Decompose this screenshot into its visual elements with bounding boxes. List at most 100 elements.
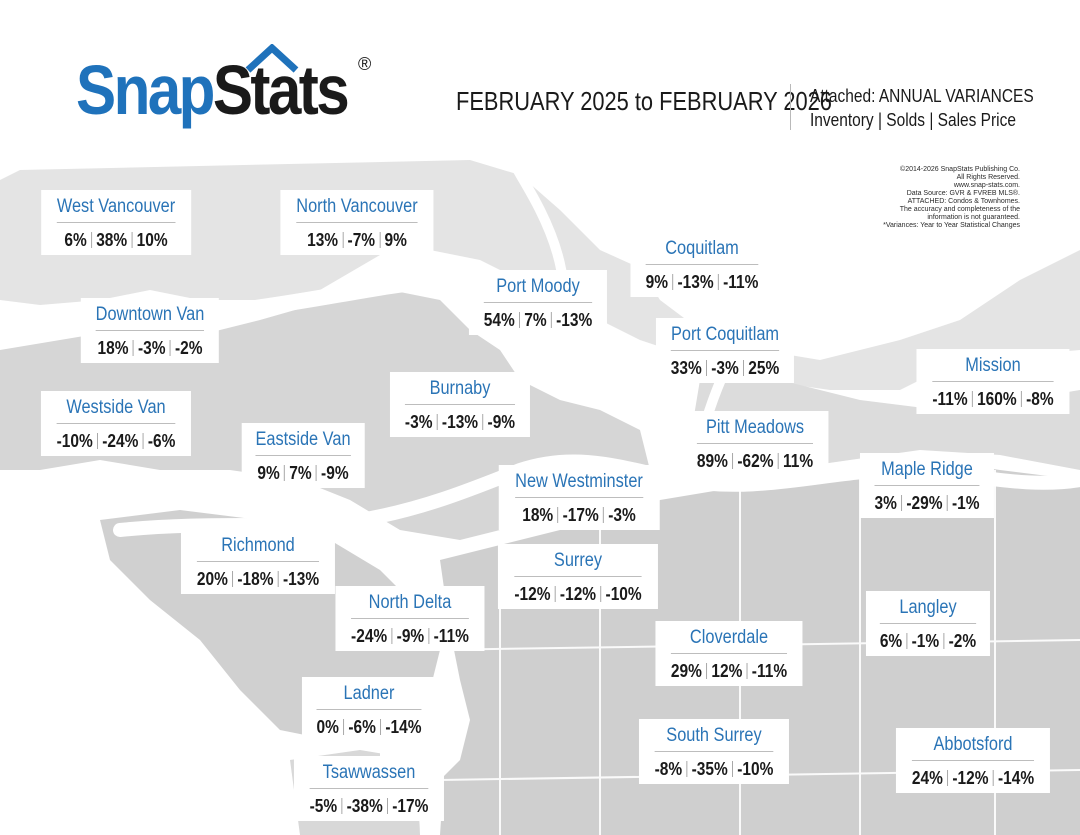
region-port-moody: Port Moody 54% 7% -13% bbox=[468, 270, 608, 335]
region-name: Richmond bbox=[196, 535, 320, 562]
solds-variance: -13% bbox=[441, 412, 479, 432]
region-south-surrey: South Surrey -8% -35% -10% bbox=[638, 719, 790, 784]
region-name: North Vancouver bbox=[296, 196, 418, 223]
price-variance: 10% bbox=[136, 230, 168, 250]
snapstats-logo: SnapStats ® bbox=[76, 44, 376, 134]
region-pitt-meadows: Pitt Meadows 89% -62% 11% bbox=[681, 411, 829, 476]
price-variance: -2% bbox=[948, 631, 977, 651]
region-name: Eastside Van bbox=[255, 429, 351, 456]
inventory-variance: 18% bbox=[97, 338, 129, 358]
price-variance: 11% bbox=[782, 451, 814, 471]
solds-variance: -62% bbox=[737, 451, 774, 471]
region-downtown-van: Downtown Van 18% -3% -2% bbox=[80, 298, 220, 363]
price-variance: -8% bbox=[1026, 389, 1054, 409]
price-variance: -11% bbox=[723, 272, 759, 292]
copyright-line: The accuracy and completeness of the bbox=[899, 206, 1020, 213]
region-name: Mission bbox=[932, 355, 1054, 382]
solds-variance: -29% bbox=[906, 493, 943, 513]
region-cloverdale: Cloverdale 29% 12% -11% bbox=[655, 621, 803, 686]
copyright-line: ATTACHED: Condos & Townhomes. bbox=[907, 198, 1020, 205]
price-variance: 25% bbox=[748, 358, 780, 378]
price-variance: -10% bbox=[737, 759, 774, 779]
date-range-title: FEBRUARY 2025 to FEBRUARY 2026 bbox=[456, 86, 832, 116]
solds-variance: 7% bbox=[524, 310, 547, 330]
region-name: Abbotsford bbox=[911, 734, 1035, 761]
logo-text-stats: Stats bbox=[212, 51, 350, 129]
price-variance: -11% bbox=[433, 626, 469, 646]
region-name: Westside Van bbox=[56, 397, 176, 424]
region-name: Burnaby bbox=[404, 378, 516, 405]
copyright-line: information is not guaranteed. bbox=[927, 214, 1020, 221]
region-westside-van: Westside Van -10% -24% -6% bbox=[40, 391, 192, 456]
region-mission: Mission -11% 160% -8% bbox=[916, 349, 1070, 414]
region-name: Port Moody bbox=[483, 276, 593, 303]
region-name: Pitt Meadows bbox=[696, 417, 814, 444]
price-variance: -14% bbox=[385, 717, 422, 737]
inventory-variance: -12% bbox=[514, 584, 551, 604]
solds-variance: -17% bbox=[562, 505, 599, 525]
inventory-variance: 89% bbox=[696, 451, 728, 471]
copyright-line: *Variances: Year to Year Statistical Cha… bbox=[883, 222, 1020, 229]
price-variance: -13% bbox=[282, 569, 320, 589]
region-name: Maple Ridge bbox=[874, 459, 980, 486]
solds-variance: 12% bbox=[711, 661, 743, 681]
copyright-notice: ©2014-2026 SnapStats Publishing Co. All … bbox=[820, 166, 1020, 230]
region-name: Ladner bbox=[316, 683, 422, 710]
inventory-variance: 13% bbox=[307, 230, 339, 250]
inventory-variance: -10% bbox=[56, 431, 93, 451]
inventory-variance: -24% bbox=[351, 626, 388, 646]
header-divider bbox=[790, 84, 791, 130]
region-eastside-van: Eastside Van 9% 7% -9% bbox=[241, 423, 365, 488]
solds-variance: -7% bbox=[347, 230, 376, 250]
solds-variance: -3% bbox=[137, 338, 166, 358]
copyright-line: All Rights Reserved. bbox=[956, 174, 1020, 181]
region-maple-ridge: Maple Ridge 3% -29% -1% bbox=[859, 453, 995, 518]
inventory-variance: -8% bbox=[654, 759, 683, 779]
attached-label: Attached: ANNUAL VARIANCES bbox=[810, 86, 1034, 106]
solds-variance: -18% bbox=[237, 569, 274, 589]
solds-variance: 7% bbox=[289, 463, 312, 483]
inventory-variance: -3% bbox=[404, 412, 433, 432]
inventory-variance: 29% bbox=[670, 661, 702, 681]
region-name: South Surrey bbox=[654, 725, 774, 752]
price-variance: -9% bbox=[487, 412, 516, 432]
region-port-coquitlam: Port Coquitlam 33% -3% 25% bbox=[655, 318, 795, 383]
region-name: North Delta bbox=[351, 592, 469, 619]
inventory-variance: 9% bbox=[257, 463, 280, 483]
copyright-line: Data Source: GVR & FVREB MLS®. bbox=[906, 190, 1020, 197]
region-name: Langley bbox=[879, 597, 977, 624]
inventory-variance: -5% bbox=[309, 796, 338, 816]
region-name: West Vancouver bbox=[56, 196, 176, 223]
region-name: Surrey bbox=[514, 550, 642, 577]
price-variance: -6% bbox=[147, 431, 176, 451]
region-langley: Langley 6% -1% -2% bbox=[865, 591, 991, 656]
price-variance: 9% bbox=[384, 230, 407, 250]
solds-variance: -3% bbox=[711, 358, 739, 378]
copyright-line: ©2014-2026 SnapStats Publishing Co. bbox=[900, 166, 1020, 173]
price-variance: -1% bbox=[951, 493, 980, 513]
inventory-variance: 33% bbox=[670, 358, 702, 378]
metrics-label: Inventory | Solds | Sales Price bbox=[810, 110, 1016, 130]
solds-variance: -12% bbox=[559, 584, 597, 604]
inventory-variance: 0% bbox=[316, 717, 339, 737]
solds-variance: -38% bbox=[346, 796, 383, 816]
solds-variance: 38% bbox=[96, 230, 128, 250]
registered-mark: ® bbox=[358, 54, 372, 74]
region-name: Tsawwassen bbox=[309, 762, 429, 789]
region-new-westminster: New Westminster 18% -17% -3% bbox=[498, 465, 660, 530]
logo-text-snap: Snap bbox=[76, 51, 215, 129]
region-tsawwassen: Tsawwassen -5% -38% -17% bbox=[293, 756, 445, 821]
inventory-variance: 20% bbox=[196, 569, 228, 589]
region-name: Coquitlam bbox=[645, 238, 759, 265]
inventory-variance: 54% bbox=[483, 310, 515, 330]
region-name: New Westminster bbox=[515, 471, 643, 498]
region-burnaby: Burnaby -3% -13% -9% bbox=[389, 372, 531, 437]
region-surrey: Surrey -12% -12% -10% bbox=[497, 544, 659, 609]
price-variance: -10% bbox=[605, 584, 642, 604]
solds-variance: -12% bbox=[952, 768, 989, 788]
region-north-delta: North Delta -24% -9% -11% bbox=[335, 586, 485, 651]
price-variance: -13% bbox=[556, 310, 593, 330]
inventory-variance: 6% bbox=[64, 230, 87, 250]
inventory-variance: 18% bbox=[522, 505, 554, 525]
price-variance: -14% bbox=[997, 768, 1035, 788]
